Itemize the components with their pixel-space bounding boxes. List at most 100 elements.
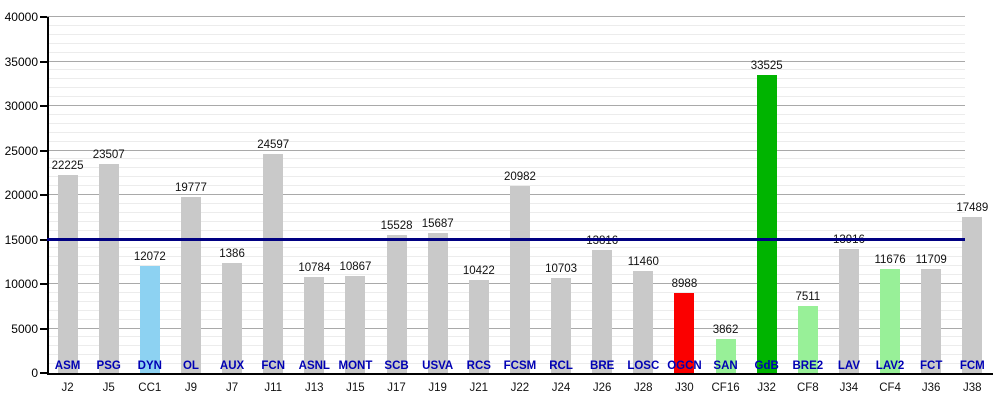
bar-column-J17: 15528 SCB J17	[376, 17, 417, 394]
bar-value-label: 10784	[298, 262, 331, 275]
major-gridline	[47, 60, 965, 62]
minor-gridline	[47, 318, 965, 320]
minor-gridline	[47, 113, 965, 115]
bar-team-label: USVA	[422, 360, 454, 372]
minor-gridline	[47, 202, 965, 204]
minor-gridline	[47, 256, 965, 258]
bar-RCL	[551, 277, 572, 373]
bar-value-label: 20982	[503, 171, 536, 184]
bar-team-label: BRE2	[792, 360, 824, 372]
x-axis-label: J32	[757, 382, 776, 394]
bar-value-label: 24597	[257, 139, 290, 152]
bar-BRE2	[797, 306, 818, 373]
y-axis-label: 35000	[4, 54, 38, 69]
x-axis-label: J21	[469, 382, 489, 394]
minor-gridline	[47, 42, 965, 44]
minor-gridline	[47, 24, 965, 26]
minor-gridline	[47, 167, 965, 169]
x-axis-label: J30	[675, 382, 694, 394]
x-axis-label: J5	[102, 382, 115, 394]
minor-gridline	[47, 229, 965, 231]
bar-value-label: 19777	[174, 182, 207, 194]
x-axis-line	[47, 373, 993, 375]
bar-DYN	[139, 265, 160, 373]
bar-value-label: 10422	[462, 265, 495, 278]
y-axis-label: 5000	[11, 321, 38, 336]
bar-column-CF4: 11676 LAV2 CF4	[870, 17, 911, 394]
bar-SAN	[715, 338, 736, 373]
x-axis-label: J38	[963, 382, 982, 394]
x-axis-label: J26	[592, 382, 612, 394]
y-axis-label: 40000	[4, 10, 38, 24]
y-axis-tick	[40, 238, 47, 241]
bar-column-J9: 19777 OL J9	[170, 17, 211, 394]
x-axis-label: J36	[921, 382, 941, 394]
y-axis-label: 0	[31, 366, 38, 380]
y-axis-label: 10000	[4, 277, 38, 291]
x-axis-label: J15	[346, 382, 365, 394]
major-gridline	[47, 149, 965, 151]
bar-team-label: RCS	[466, 360, 491, 372]
bar-column-J38: 17489 FCM J38	[952, 17, 993, 394]
minor-gridline	[47, 87, 965, 89]
y-axis-line	[47, 17, 49, 373]
minor-gridline	[47, 176, 965, 178]
minor-gridline	[47, 345, 965, 347]
y-axis: 0 5000 10000 15000 20000 25000 30000 35000 40000	[0, 0, 47, 400]
minor-gridline	[47, 158, 965, 160]
bar-value-label: 10867	[339, 261, 372, 274]
bar-column-J26: 13816 BRE J26	[582, 17, 623, 394]
x-axis-label: J13	[305, 382, 324, 394]
x-axis-label: J24	[551, 382, 571, 394]
bar-value-label: 1386	[219, 247, 245, 260]
bar-value-label: 10703	[545, 262, 578, 275]
bar-value-label: 17489	[956, 202, 989, 215]
bar-OL	[180, 197, 201, 373]
bar-LOSC	[633, 271, 654, 373]
bar-column-J28: 11460 LOSC J28	[623, 17, 664, 394]
bar-value-label: 11460	[627, 256, 659, 269]
bar-columns: 22225 ASM J2 23507 PSG J5 12072 DYN CC1 19777 OL J9…	[47, 17, 993, 394]
average-line	[47, 237, 965, 241]
minor-gridline	[47, 211, 965, 213]
minor-gridline	[47, 274, 965, 276]
bar-team-label: LOSC	[627, 360, 660, 372]
bar-PSG	[98, 163, 119, 373]
bar-FCSM	[509, 186, 530, 373]
minor-gridline	[47, 131, 965, 133]
bar-value-label: 3862	[712, 323, 739, 336]
minor-gridline	[47, 122, 965, 124]
minor-gridline	[47, 363, 965, 365]
bar-team-label: ASM	[54, 360, 81, 372]
bar-column-J32: 33525 GdB J32	[746, 17, 787, 394]
bar-column-J30: 8988 OGCN J30	[664, 17, 705, 394]
bar-team-label: PSG	[96, 360, 121, 372]
x-axis-label: CF8	[796, 382, 819, 394]
bar-team-label: SAN	[713, 360, 738, 372]
minor-gridline	[47, 140, 965, 142]
bar-OGCN	[674, 293, 695, 373]
bar-column-CC1: 12072 DYN CC1	[129, 17, 170, 394]
minor-gridline	[47, 69, 965, 71]
bar-column-J21: 10422 RCS J21	[458, 17, 499, 394]
bar-value-label: 8988	[671, 278, 698, 291]
bar-value-label: 22225	[51, 160, 84, 173]
bar-team-label: LAV2	[875, 360, 905, 372]
bar-value-label: 15687	[421, 218, 454, 231]
bar-team-label: FCT	[920, 360, 943, 372]
bar-USVA	[427, 233, 448, 373]
bar-column-J22: 20982 FCSM J22	[499, 17, 540, 394]
bar-team-label: BRE	[590, 360, 615, 372]
x-axis-label: J11	[264, 382, 283, 394]
bar-team-label: ASNL	[298, 360, 330, 372]
bar-column-J19: 15687 USVA J19	[417, 17, 458, 394]
x-axis-label: CF16	[711, 382, 740, 394]
bar-team-label: AUX	[219, 360, 245, 372]
y-axis-label: 20000	[4, 188, 38, 202]
bar-value-label: 7511	[795, 291, 821, 304]
bar-team-label: OL	[182, 360, 199, 372]
minor-gridline	[47, 78, 965, 80]
bar-LAV	[838, 249, 859, 373]
x-axis-label: J19	[428, 382, 447, 394]
